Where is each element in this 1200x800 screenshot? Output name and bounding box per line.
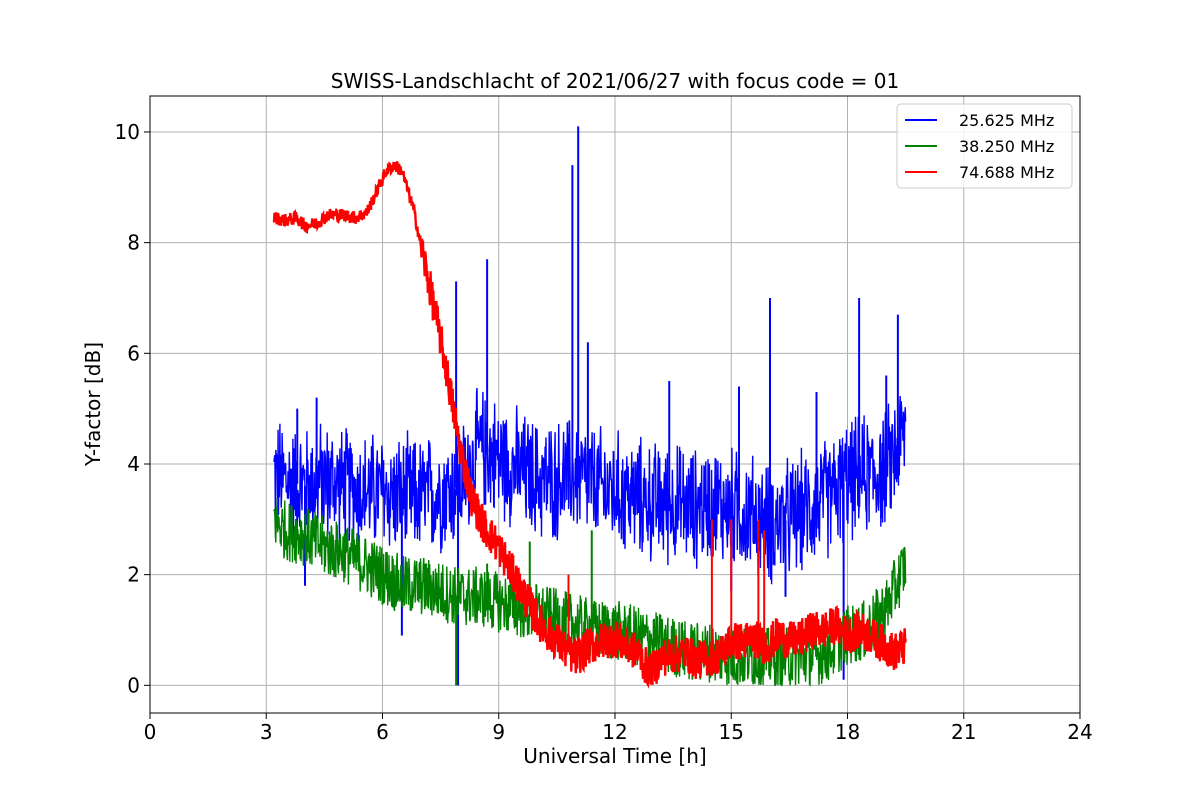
y-tick-label: 2 [127, 563, 140, 587]
x-tick-label: 12 [602, 720, 627, 744]
y-tick-label: 10 [115, 120, 140, 144]
series-line [272, 161, 907, 689]
legend-label: 38.250 MHz [959, 137, 1054, 156]
x-tick-label: 9 [492, 720, 505, 744]
x-tick-label: 15 [719, 720, 744, 744]
series-line [273, 387, 907, 585]
x-tick-label: 21 [951, 720, 976, 744]
legend-box [896, 103, 1073, 189]
x-tick-label: 6 [376, 720, 389, 744]
x-axis-label: Universal Time [h] [523, 744, 706, 768]
y-tick-label: 0 [127, 673, 140, 697]
y-tick-label: 6 [127, 341, 140, 365]
chart-title: SWISS-Landschlacht of 2021/06/27 with fo… [331, 69, 899, 93]
y-axis-label: Y-factor [dB] [81, 342, 105, 467]
series-2 [272, 161, 907, 689]
legend-label: 74.688 MHz [959, 163, 1054, 182]
x-tick-label: 0 [144, 720, 157, 744]
y-tick-label: 4 [127, 452, 140, 476]
x-tick-label: 24 [1067, 720, 1092, 744]
x-tick-label: 18 [835, 720, 860, 744]
legend: 25.625 MHz 38.250 MHz 74.688 MHz [896, 103, 1073, 189]
series-layer [272, 126, 907, 689]
x-tick-label: 3 [260, 720, 273, 744]
legend-label: 25.625 MHz [959, 111, 1054, 130]
y-tick-label: 8 [127, 231, 140, 255]
